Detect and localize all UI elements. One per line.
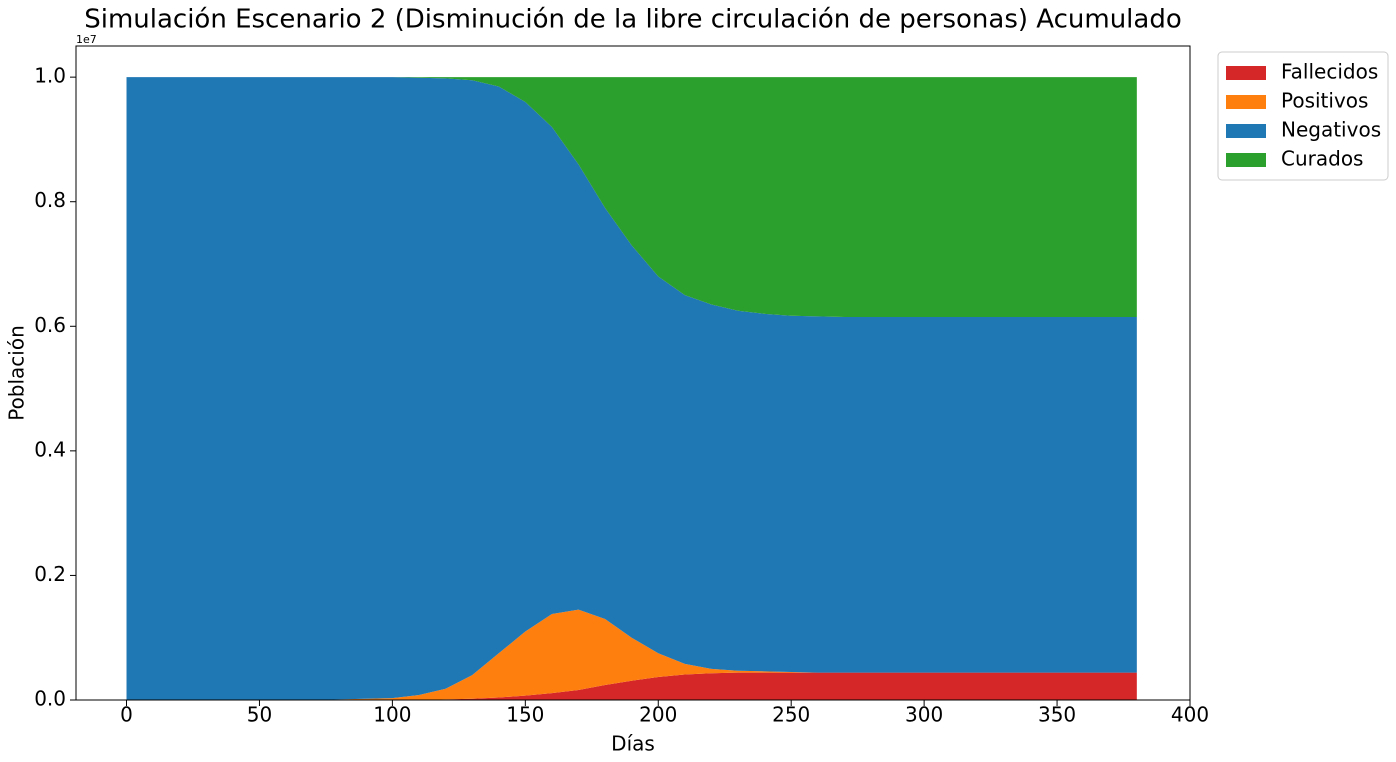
x-tick-label: 200	[639, 703, 677, 727]
area	[126, 609, 1137, 700]
y-tick-label: 0.0	[34, 687, 66, 711]
area	[126, 77, 1137, 317]
area	[126, 672, 1137, 700]
legend-swatch	[1226, 124, 1266, 138]
y-tick-label: 1.0	[34, 64, 66, 88]
legend-label: Curados	[1281, 147, 1363, 171]
legend-swatch	[1226, 66, 1266, 80]
x-axis-label: Días	[611, 732, 655, 756]
x-tick-label: 250	[772, 703, 810, 727]
x-tick-label: 400	[1171, 703, 1209, 727]
x-tick-label: 350	[1038, 703, 1076, 727]
x-tick-label: 100	[373, 703, 411, 727]
y-tick-label: 0.6	[34, 313, 66, 337]
plot-frame	[75, 45, 1191, 701]
x-tick-label: 300	[905, 703, 943, 727]
y-tick-label: 0.8	[34, 188, 66, 212]
y-axis-label: Población	[5, 325, 29, 421]
legend-label: Negativos	[1281, 118, 1381, 142]
x-tick-label: 150	[506, 703, 544, 727]
x-tick-label: 0	[120, 703, 133, 727]
legend-box	[1217, 51, 1389, 181]
legend-swatch	[1226, 95, 1266, 109]
x-tick-label: 50	[247, 703, 272, 727]
legend-label: Positivos	[1281, 89, 1368, 113]
y-tick-label: 0.4	[34, 437, 66, 461]
y-tick-label: 0.2	[34, 562, 66, 586]
legend-swatch	[1226, 153, 1266, 167]
chart-title: Simulación Escenario 2 (Disminución de l…	[84, 5, 1182, 35]
legend-label: Fallecidos	[1281, 60, 1378, 84]
area	[126, 77, 1137, 700]
y-offset-label: 1e7	[76, 33, 97, 46]
